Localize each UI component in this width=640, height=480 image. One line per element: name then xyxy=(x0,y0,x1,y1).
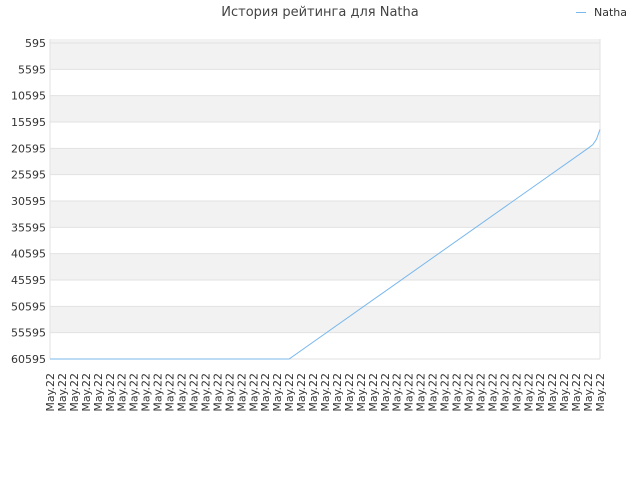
x-tick-label: May.22 xyxy=(104,373,117,412)
y-tick-label: 595 xyxy=(25,37,46,50)
x-tick-label: May.22 xyxy=(283,373,296,412)
x-tick-label: May.22 xyxy=(534,373,547,412)
x-tick-label: May.22 xyxy=(558,373,571,412)
x-tick-label: May.22 xyxy=(116,373,129,412)
x-tick-label: May.22 xyxy=(594,373,607,412)
x-tick-label: May.22 xyxy=(80,373,93,412)
y-tick-label: 5595 xyxy=(18,63,46,76)
x-tick-label: May.22 xyxy=(319,373,332,412)
y-tick-label: 20595 xyxy=(11,142,46,155)
x-tick-label: May.22 xyxy=(295,373,308,412)
x-tick-label: May.22 xyxy=(427,373,440,412)
legend-label: Natha xyxy=(594,6,627,19)
x-tick-label: May.22 xyxy=(211,373,224,412)
x-tick-label: May.22 xyxy=(355,373,368,412)
x-tick-label: May.22 xyxy=(570,373,583,412)
x-tick-label: May.22 xyxy=(451,373,464,412)
y-tick-label: 10595 xyxy=(11,90,46,103)
plot-band xyxy=(50,95,600,122)
y-tick-label: 45595 xyxy=(11,274,46,287)
x-tick-label: May.22 xyxy=(486,373,499,412)
legend: Natha xyxy=(576,6,627,19)
x-tick-label: May.22 xyxy=(510,373,523,412)
x-tick-label: May.22 xyxy=(176,373,189,412)
x-tick-label: May.22 xyxy=(199,373,212,412)
x-tick-label: May.22 xyxy=(379,373,392,412)
x-tick-label: May.22 xyxy=(92,373,105,412)
x-tick-label: May.22 xyxy=(582,373,595,412)
plot-band xyxy=(50,122,600,149)
x-tick-label: May.22 xyxy=(259,373,272,412)
plot-band xyxy=(50,332,600,359)
plot-top-band xyxy=(50,39,600,43)
x-tick-label: May.22 xyxy=(56,373,69,412)
x-tick-label: May.22 xyxy=(367,373,380,412)
plot-band xyxy=(50,227,600,254)
x-tick-label: May.22 xyxy=(307,373,320,412)
x-tick-label: May.22 xyxy=(474,373,487,412)
plot-band xyxy=(50,253,600,280)
x-tick-label: May.22 xyxy=(498,373,511,412)
y-tick-label: 40595 xyxy=(11,248,46,261)
plot-band xyxy=(50,174,600,201)
legend-swatch xyxy=(576,12,586,13)
x-tick-label: May.22 xyxy=(152,373,165,412)
y-tick-label: 30595 xyxy=(11,195,46,208)
x-tick-label: May.22 xyxy=(415,373,428,412)
y-tick-label: 25595 xyxy=(11,169,46,182)
x-tick-label: May.22 xyxy=(44,373,57,412)
x-tick-label: May.22 xyxy=(164,373,177,412)
x-tick-label: May.22 xyxy=(187,373,200,412)
plot-band xyxy=(50,43,600,70)
plot-band xyxy=(50,306,600,333)
x-tick-label: May.22 xyxy=(343,373,356,412)
plot-band xyxy=(50,69,600,96)
x-tick-label: May.22 xyxy=(462,373,475,412)
x-tick-label: May.22 xyxy=(271,373,284,412)
x-tick-label: May.22 xyxy=(68,373,81,412)
y-tick-label: 15595 xyxy=(11,116,46,129)
x-tick-label: May.22 xyxy=(140,373,153,412)
x-tick-label: May.22 xyxy=(546,373,559,412)
x-tick-label: May.22 xyxy=(247,373,260,412)
y-tick-label: 35595 xyxy=(11,221,46,234)
x-tick-label: May.22 xyxy=(128,373,141,412)
x-tick-label: May.22 xyxy=(403,373,416,412)
x-tick-label: May.22 xyxy=(331,373,344,412)
x-tick-label: May.22 xyxy=(439,373,452,412)
plot-band xyxy=(50,148,600,175)
y-tick-label: 55595 xyxy=(11,327,46,340)
plot-band xyxy=(50,201,600,228)
y-tick-label: 60595 xyxy=(11,353,46,366)
x-tick-label: May.22 xyxy=(235,373,248,412)
series-line xyxy=(50,129,601,360)
chart-title: История рейтинга для Natha xyxy=(221,5,419,20)
x-tick-label: May.22 xyxy=(391,373,404,412)
x-tick-label: May.22 xyxy=(522,373,535,412)
y-tick-label: 50595 xyxy=(11,300,46,313)
plot-band xyxy=(50,280,600,307)
x-tick-label: May.22 xyxy=(223,373,236,412)
